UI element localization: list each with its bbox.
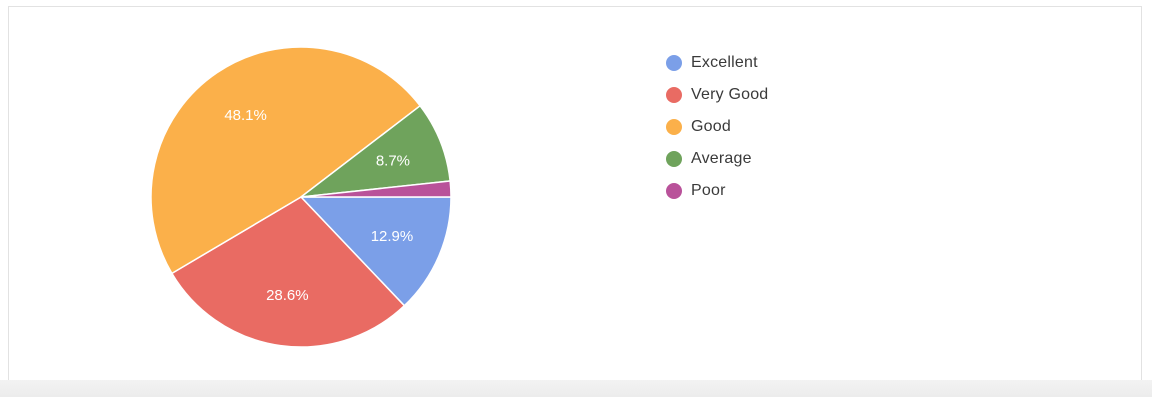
pie-slice-very-good[interactable] bbox=[170, 196, 406, 348]
legend-item-good[interactable]: Good bbox=[666, 111, 768, 143]
legend-label-poor: Poor bbox=[691, 182, 726, 199]
legend-swatch-very-good bbox=[666, 87, 682, 103]
pie-chart: 12.9% 28.6% 48.1% 8.7% bbox=[150, 46, 452, 348]
legend-item-poor[interactable]: Poor bbox=[666, 175, 768, 207]
legend-label-good: Good bbox=[691, 118, 731, 135]
legend-label-very-good: Very Good bbox=[691, 86, 769, 103]
legend-label-excellent: Excellent bbox=[691, 54, 758, 71]
legend-label-average: Average bbox=[691, 150, 752, 167]
slice-label-very-good: 28.6% bbox=[266, 287, 309, 304]
chart-legend: Excellent Very Good Good Average Poor bbox=[666, 47, 768, 207]
pie-slice-average[interactable] bbox=[298, 104, 451, 199]
legend-item-average[interactable]: Average bbox=[666, 143, 768, 175]
pie-slice-good[interactable] bbox=[150, 46, 422, 275]
legend-swatch-good bbox=[666, 119, 682, 135]
bottom-strip bbox=[0, 380, 1152, 397]
slice-label-good: 48.1% bbox=[224, 107, 267, 124]
legend-swatch-poor bbox=[666, 183, 682, 199]
pie-slice-poor[interactable] bbox=[300, 180, 452, 198]
slice-label-excellent: 12.9% bbox=[371, 228, 414, 245]
legend-swatch-average bbox=[666, 151, 682, 167]
legend-item-excellent[interactable]: Excellent bbox=[666, 47, 768, 79]
legend-swatch-excellent bbox=[666, 55, 682, 71]
legend-item-very-good[interactable]: Very Good bbox=[666, 79, 768, 111]
slice-label-average: 8.7% bbox=[376, 152, 410, 169]
pie-slice-excellent[interactable] bbox=[299, 196, 452, 307]
